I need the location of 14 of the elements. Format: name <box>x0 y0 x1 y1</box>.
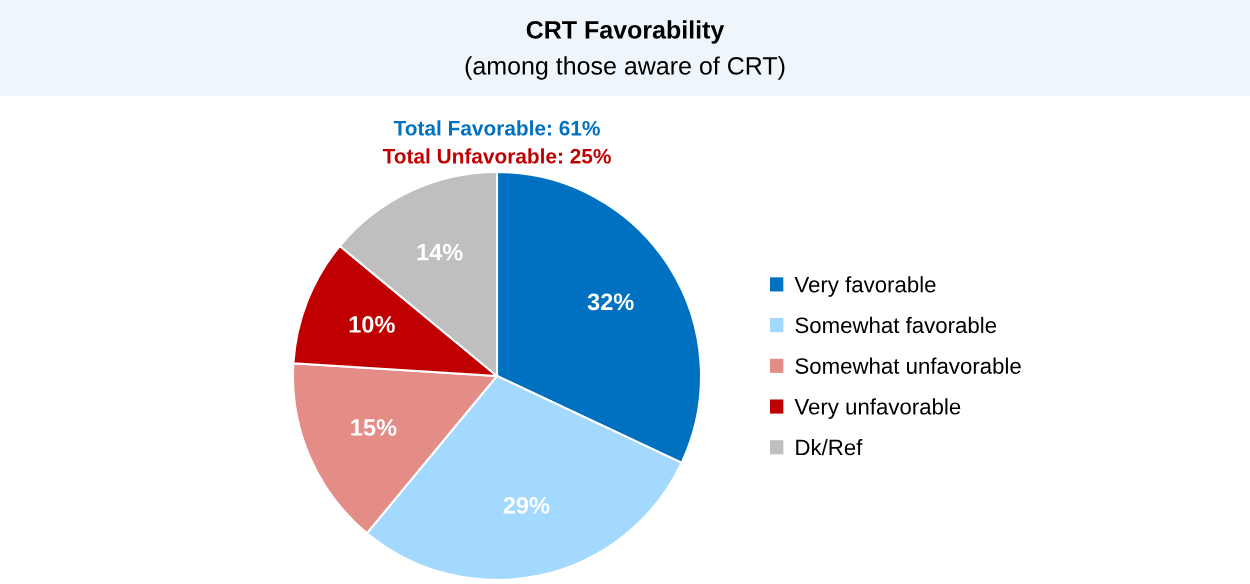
data-label: 10% <box>349 316 395 333</box>
data-label: 32% <box>587 293 634 311</box>
legend-label: Very unfavorable <box>794 398 961 419</box>
chart-subtitle: (among those aware of CRT) <box>465 56 785 80</box>
data-label: 15% <box>351 419 397 436</box>
chart-title: CRT Favorability <box>526 20 725 44</box>
legend-label: Somewhat favorable <box>795 316 997 334</box>
text: Total Unfavorable: 25% <box>382 148 611 164</box>
text: Total Favorable: 61% <box>393 120 600 136</box>
legend-label: Somewhat unfavorable <box>795 357 1021 374</box>
data-label: 14% <box>417 243 463 261</box>
legend-label: Very favorable <box>794 276 936 297</box>
data-label: 29% <box>503 497 550 514</box>
legend-label: Dk/Ref <box>796 438 863 456</box>
